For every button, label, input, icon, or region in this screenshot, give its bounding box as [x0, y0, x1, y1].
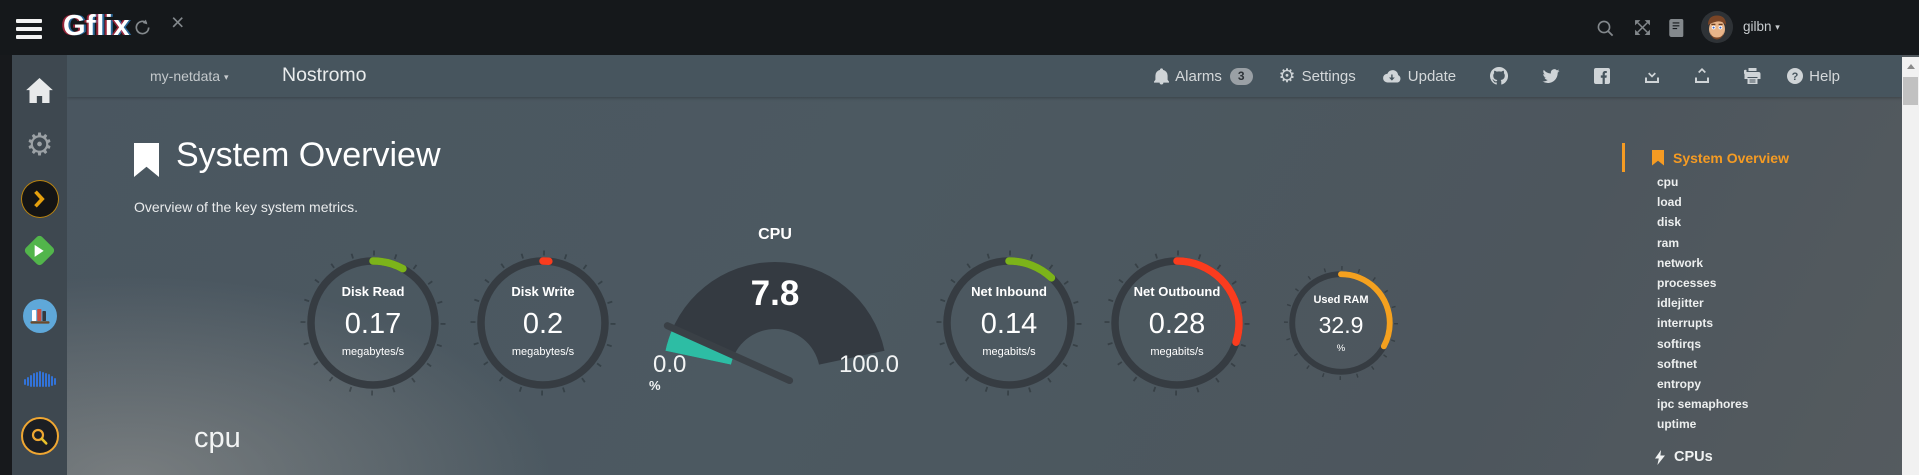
gauge-units: megabits/s — [982, 345, 1036, 358]
dashboard-menu: System Overview cpu load disk ram networ… — [1622, 97, 1902, 475]
gauge-title: CPU — [758, 226, 792, 243]
printer-icon[interactable] — [1744, 68, 1761, 84]
menu-item-interrupts[interactable]: interrupts — [1657, 316, 1714, 331]
menu-item-processes[interactable]: processes — [1657, 276, 1717, 291]
scrollbar-up-arrow[interactable] — [1906, 64, 1915, 69]
bookmark-icon — [134, 143, 159, 177]
gauge-value: 32.9 — [1318, 312, 1364, 339]
menu-item-idlejitter[interactable]: idlejitter — [1657, 296, 1704, 311]
gauge-cpu[interactable]: CPU 7.8 0.0 100.0 % — [645, 218, 905, 403]
hostname: Nostromo — [282, 64, 367, 86]
gauge-net-outbound[interactable]: Net Outbound 0.28 megabits/s — [1102, 248, 1252, 398]
close-icon[interactable]: × — [171, 9, 185, 35]
section-heading-cpu: cpu — [194, 422, 241, 454]
menu-item-network[interactable]: network — [1657, 255, 1704, 270]
avatar[interactable] — [1701, 11, 1733, 43]
gauge-disk-read[interactable]: Disk Read 0.17 megabytes/s — [298, 248, 448, 398]
guide-icon[interactable] — [1668, 19, 1684, 37]
user-menu[interactable]: gilbn ▾ — [1743, 19, 1780, 34]
menu-item-softirqs[interactable]: softirqs — [1657, 336, 1702, 351]
help-button[interactable]: ? Help — [1787, 68, 1840, 85]
twitter-icon[interactable] — [1542, 68, 1560, 84]
facebook-icon[interactable] — [1594, 68, 1611, 84]
gauge-title: Disk Write — [511, 284, 575, 299]
menu-section-cpus[interactable]: CPUs — [1655, 449, 1713, 465]
menu-icon[interactable] — [16, 19, 42, 43]
gauge-units: % — [1336, 343, 1346, 355]
github-icon[interactable] — [1490, 67, 1509, 85]
gauge-net-inbound[interactable]: Net Inbound 0.14 megabits/s — [934, 248, 1084, 398]
svg-text:?: ? — [1792, 71, 1799, 83]
gauge-title: Net Outbound — [1133, 284, 1221, 299]
page-title: System Overview — [176, 136, 441, 174]
gauge-value: 0.2 — [522, 308, 564, 340]
cpu-gauge-needle — [663, 322, 794, 385]
lightning-icon — [1655, 449, 1665, 465]
search-icon[interactable] — [1596, 19, 1614, 37]
menu-item-system-overview[interactable]: System Overview — [1622, 143, 1789, 172]
chevron-down-icon: ▾ — [223, 72, 229, 82]
gauge-units: megabytes/s — [341, 345, 405, 358]
fullscreen-icon[interactable] — [1634, 19, 1651, 36]
gauge-min: 0.0 — [653, 351, 687, 378]
gauge-units: % — [649, 378, 661, 393]
gauge-title: Disk Read — [341, 284, 405, 299]
server-dropdown[interactable]: my-netdata ▾ — [150, 68, 229, 84]
update-button[interactable]: Update — [1382, 68, 1456, 85]
soundwave-icon[interactable] — [12, 367, 67, 389]
menu-item-cpu[interactable]: cpu — [1657, 175, 1679, 189]
cloud-download-icon — [1382, 69, 1402, 84]
page-subtitle: Overview of the key system metrics. — [134, 199, 359, 215]
navbar-actions: Alarms 3 ⚙ Settings Update — [1154, 55, 1840, 97]
gauge-title: Net Inbound — [971, 284, 1047, 299]
cpu-gauge-fill — [665, 328, 734, 365]
download-icon[interactable] — [1644, 68, 1660, 84]
alarms-count-badge: 3 — [1229, 67, 1253, 85]
gauge-max: 100.0 — [838, 351, 899, 378]
chevron-down-icon: ▾ — [1775, 22, 1780, 32]
menu-sublist: cpu load disk ram network processes idle… — [1657, 172, 1748, 435]
settings-button[interactable]: ⚙ Settings — [1278, 65, 1356, 87]
library-icon[interactable] — [12, 299, 67, 333]
gear-icon[interactable]: ⚙ — [25, 127, 54, 162]
gauge-units: megabytes/s — [511, 345, 575, 358]
app-sidebar: ⚙ — [0, 55, 67, 475]
refresh-icon[interactable] — [134, 19, 151, 36]
gauge-value: 0.17 — [344, 308, 402, 340]
upload-icon[interactable] — [1694, 68, 1710, 84]
emby-icon[interactable] — [12, 234, 67, 267]
gauge-value: 0.14 — [980, 308, 1038, 340]
gauge-disk-write[interactable]: Disk Write 0.2 megabytes/s — [468, 248, 618, 398]
page-scrollbar[interactable] — [1902, 57, 1919, 475]
menu-item-entropy[interactable]: entropy — [1657, 377, 1702, 392]
gear-icon: ⚙ — [1278, 65, 1296, 87]
search-orange-icon[interactable] — [12, 417, 67, 455]
gauge-value: 7.8 — [750, 274, 800, 313]
alarms-button[interactable]: Alarms 3 — [1154, 67, 1253, 85]
help-icon: ? — [1787, 68, 1804, 84]
home-icon[interactable] — [12, 78, 67, 103]
menu-item-ipc-semaphores[interactable]: ipc semaphores — [1657, 397, 1749, 412]
menu-item-load[interactable]: load — [1657, 195, 1682, 210]
gauge-units: megabits/s — [1150, 345, 1204, 358]
menu-item-uptime[interactable]: uptime — [1657, 417, 1697, 432]
cpu-gauge-track — [665, 261, 885, 365]
plex-icon[interactable] — [12, 180, 67, 218]
top-bar: Gflix × gilbn ▾ — [0, 0, 1919, 55]
netdata-navbar: my-netdata ▾ Nostromo Alarms 3 ⚙ Setting… — [67, 55, 1902, 97]
bell-icon — [1154, 67, 1170, 85]
bookmark-icon — [1652, 149, 1664, 166]
menu-item-softnet[interactable]: softnet — [1657, 356, 1697, 371]
menu-item-ram[interactable]: ram — [1657, 235, 1680, 250]
menu-item-disk[interactable]: disk — [1657, 215, 1682, 230]
scrollbar-thumb[interactable] — [1903, 77, 1918, 105]
gauge-used-ram[interactable]: Used RAM 32.9 % — [1282, 264, 1400, 382]
gauge-value: 0.28 — [1148, 308, 1206, 340]
gauge-title: Used RAM — [1313, 293, 1369, 306]
app-logo[interactable]: Gflix — [63, 10, 130, 42]
